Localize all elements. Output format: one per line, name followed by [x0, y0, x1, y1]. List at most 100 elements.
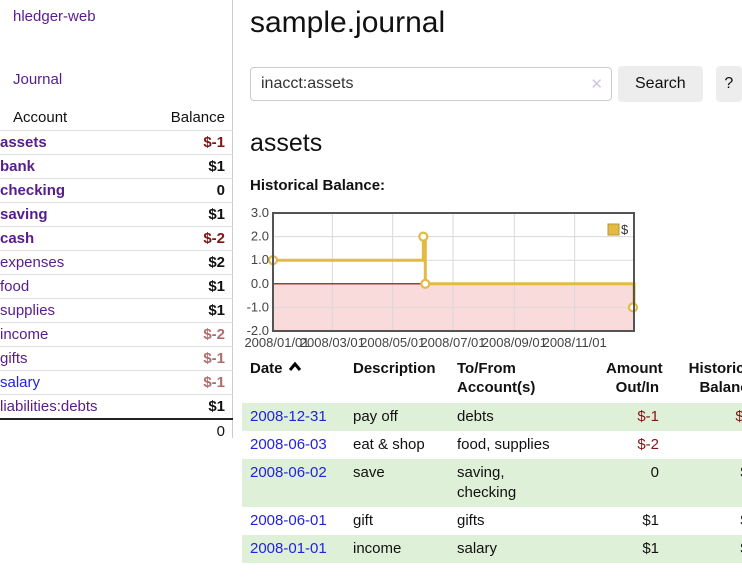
account-row: liabilities:debts $1 [0, 394, 233, 419]
transaction-date-link[interactable]: 2008-06-03 [250, 436, 327, 454]
sort-ascending-icon [288, 361, 301, 371]
search-button[interactable]: Search [618, 66, 703, 102]
account-link[interactable]: cash [0, 230, 35, 247]
search-bar: ✕ Search ? [250, 66, 742, 102]
transaction-description: gift [353, 511, 374, 529]
accounts-balance-table: Account Balance assets $-1 bank $1 checking 0… [0, 106, 233, 443]
account-link[interactable]: income [0, 326, 49, 343]
x-axis-tick-label: 2008/07/01 [420, 335, 485, 350]
account-link[interactable]: supplies [0, 302, 56, 319]
account-balance: $2 [131, 250, 233, 275]
accounts-total-value: 0 [131, 418, 233, 443]
account-row: gifts $-1 [0, 346, 233, 371]
transaction-balance: $2 [668, 458, 742, 507]
help-button[interactable]: ? [715, 66, 742, 102]
transaction-description: pay off [353, 403, 457, 432]
clear-search-icon[interactable]: ✕ [590, 76, 603, 93]
x-axis-tick-label: 2008/03/01 [300, 335, 365, 350]
transaction-balance: $1 [668, 534, 742, 563]
transaction-accounts: saving, checking [457, 458, 606, 507]
transaction-amount: $-1 [606, 403, 668, 432]
account-row: food $1 [0, 274, 233, 299]
description-column-header: Description [353, 360, 436, 377]
x-axis-tick-label: 2008/05/01 [360, 335, 425, 350]
legend-label: $ [621, 222, 629, 237]
transaction-row: 2008-06-03 eat & shop food, supplies $-2 0 [242, 431, 742, 459]
date-column-header[interactable]: Date [242, 357, 353, 403]
x-axis-tick-label: 2008/01/01 [244, 335, 309, 350]
transaction-balance: 0 [668, 431, 742, 459]
account-row: bank $1 [0, 154, 233, 179]
account-balance: $1 [131, 154, 233, 179]
transaction-accounts: gifts [457, 511, 485, 529]
y-axis-tick-label: 1.0 [251, 252, 269, 267]
account-balance: $1 [131, 394, 233, 419]
transaction-description: save [353, 458, 457, 507]
account-balance: $1 [131, 298, 233, 323]
account-balance: $-1 [131, 346, 233, 371]
y-axis-tick-label: 2.0 [251, 229, 269, 244]
accounts-total-row: 0 [0, 418, 233, 443]
historical-balance-chart: $3.0 2.0 1.0 0.0 -1.0 -2.02008/01/012008/03/0… [244, 205, 639, 350]
account-balance: $-2 [131, 322, 233, 347]
account-row: expenses $2 [0, 250, 233, 275]
sidebar-item-journal[interactable]: Journal [13, 71, 63, 88]
transaction-date-link[interactable]: 2008-06-01 [250, 511, 327, 529]
y-axis-tick-label: 3.0 [251, 205, 269, 220]
account-balance: $-2 [131, 226, 233, 251]
account-balance: $1 [131, 274, 233, 299]
account-link[interactable]: assets [0, 134, 47, 151]
account-link[interactable]: checking [0, 182, 66, 199]
account-link[interactable]: liabilities:debts [0, 398, 98, 415]
x-axis-tick-label: 2008/09/01 [482, 335, 547, 350]
accounts-column-header: Account [13, 109, 68, 126]
transaction-accounts: salary [457, 534, 606, 563]
transaction-date-link[interactable]: 2008-12-31 [250, 408, 327, 426]
transaction-amount: $-2 [637, 436, 659, 454]
tofrom-column-header: To/From Account(s) [457, 360, 536, 397]
y-axis-tick-label: -1.0 [247, 299, 269, 314]
chart-label: Historical Balance: [250, 177, 386, 194]
account-link[interactable]: bank [0, 158, 36, 175]
transaction-date-link[interactable]: 2008-01-01 [250, 539, 327, 557]
y-axis-tick-label: 0.0 [251, 276, 269, 291]
app-title-link[interactable]: hledger-web [13, 8, 96, 25]
transaction-description: income [353, 534, 457, 563]
balance-column-header: Historical Balance [688, 360, 742, 397]
transaction-accounts: debts [457, 403, 606, 432]
y-axis-tick-label: -2.0 [247, 323, 269, 338]
register-table: Date Description To/From Account(s) Amou… [242, 357, 742, 563]
account-row: salary $-1 [0, 370, 233, 395]
transaction-row: 2008-06-01 gift gifts $1 $2 [242, 507, 742, 535]
search-input[interactable] [250, 67, 612, 101]
account-balance: 0 [131, 178, 233, 203]
account-link[interactable]: food [0, 278, 30, 295]
account-balance: $1 [131, 202, 233, 227]
transaction-balance: $-1 [668, 403, 742, 432]
x-axis-tick-label: 2008/11/01 [543, 335, 607, 350]
account-link[interactable]: expenses [0, 254, 65, 271]
account-balance: $-1 [131, 130, 233, 155]
sidebar: hledger-web Journal Account Balance asse… [0, 0, 233, 443]
account-link[interactable]: saving [0, 206, 48, 223]
transaction-accounts: food, supplies [457, 436, 550, 454]
transaction-amount: $1 [606, 534, 668, 563]
account-row: supplies $1 [0, 298, 233, 323]
balance-column-header: Balance [170, 109, 225, 126]
account-row: cash $-2 [0, 226, 233, 251]
main-content: sample.journal ✕ Search ? assets Histori… [242, 0, 742, 563]
account-link[interactable]: salary [0, 374, 41, 391]
transaction-description: eat & shop [353, 436, 425, 454]
account-row: checking 0 [0, 178, 233, 203]
amount-column-header: Amount Out/In [606, 360, 663, 397]
account-link[interactable]: gifts [0, 350, 28, 367]
transaction-balance: $2 [668, 507, 742, 535]
account-row: assets $-1 [0, 130, 233, 155]
transaction-amount: $1 [642, 511, 659, 529]
account-heading: assets [250, 129, 323, 157]
transaction-date-link[interactable]: 2008-06-02 [250, 463, 327, 481]
account-balance: $-1 [131, 370, 233, 395]
